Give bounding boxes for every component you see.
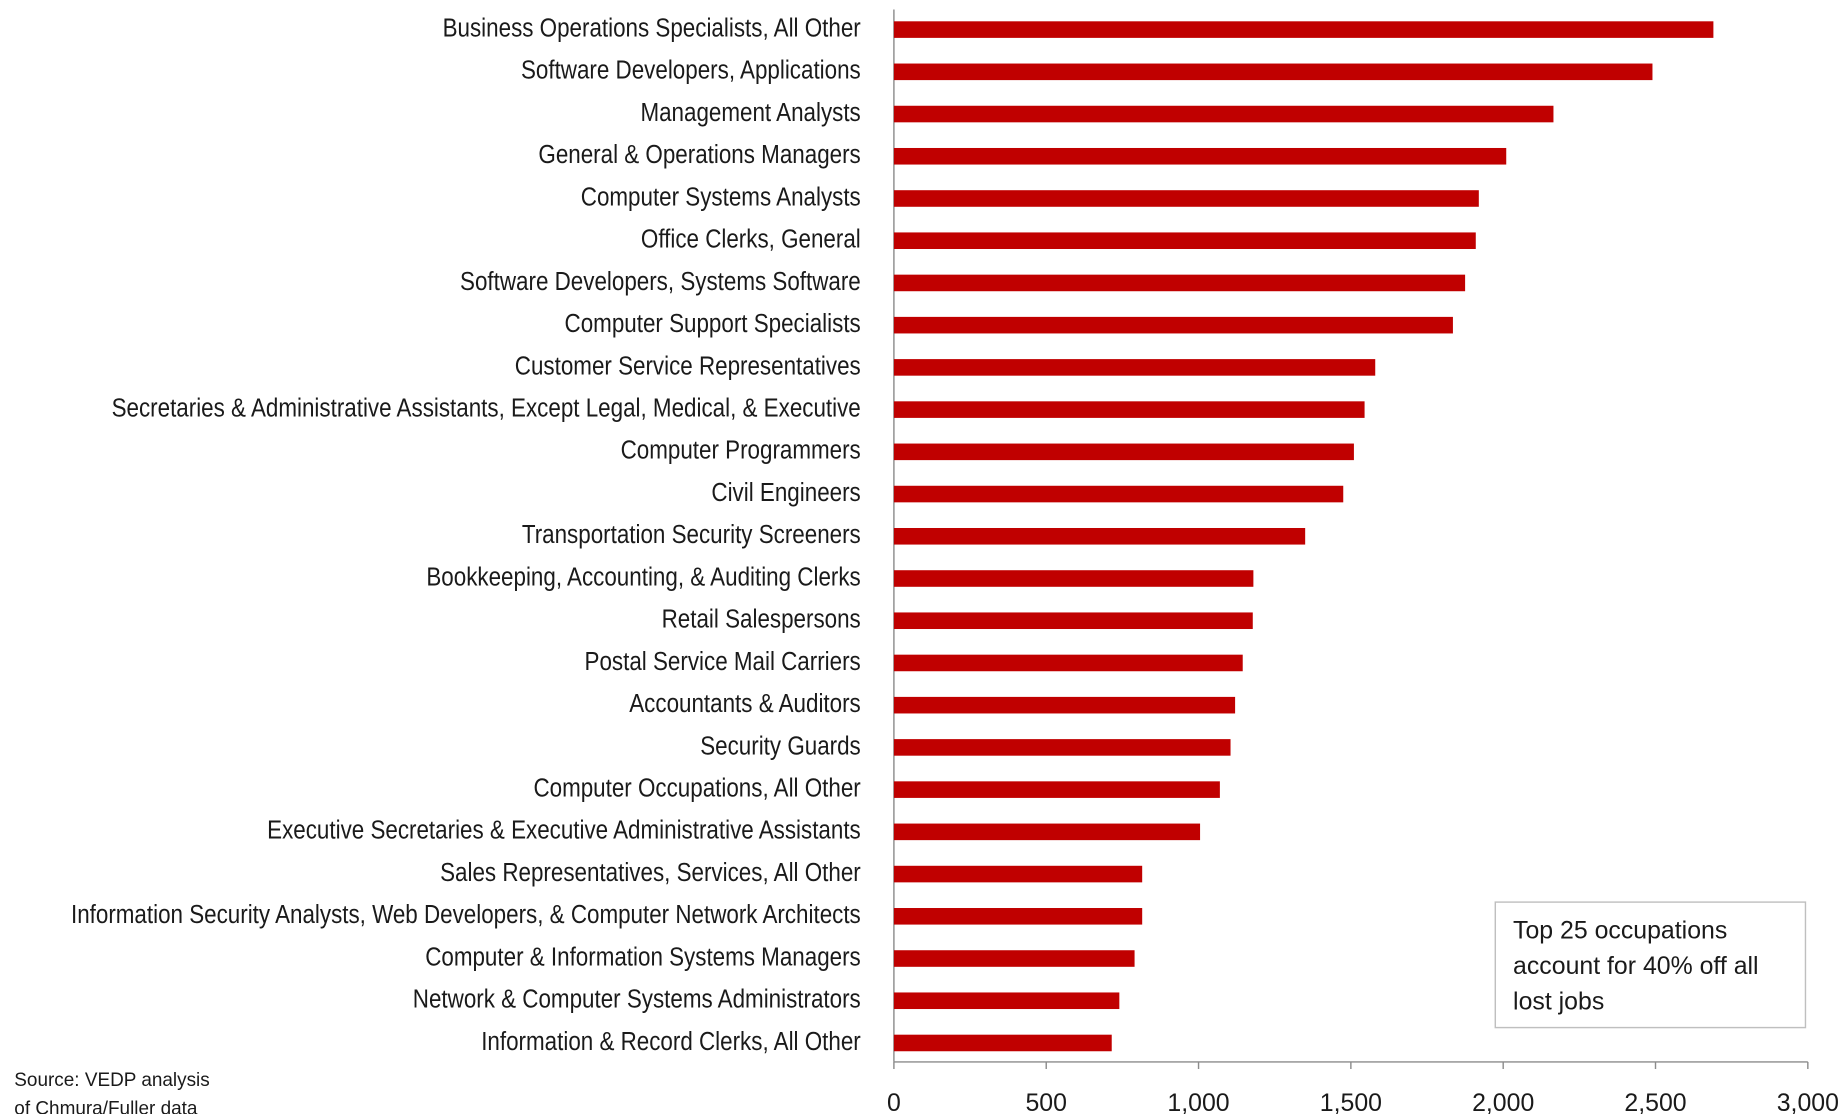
category-label: Computer Occupations, All Other	[533, 774, 860, 803]
bar	[893, 443, 1354, 461]
bar	[893, 823, 1201, 841]
category-label: Postal Service Mail Carriers	[585, 647, 861, 676]
source-text: of Chmura/Fuller data	[14, 1098, 198, 1114]
category-label: Computer Systems Analysts	[581, 183, 861, 212]
category-label: Transportation Security Screeners	[522, 521, 861, 550]
bar	[893, 950, 1135, 967]
bar	[893, 527, 1306, 545]
x-tick-label: 1,500	[1320, 1089, 1382, 1114]
category-label: Bookkeeping, Accounting, & Auditing Cler…	[426, 563, 860, 592]
category-label: Information Security Analysts, Web Devel…	[71, 901, 861, 930]
bar	[893, 612, 1253, 630]
bar	[893, 654, 1243, 672]
bar	[893, 739, 1231, 756]
x-tick-label: 500	[1025, 1089, 1066, 1114]
bar	[893, 190, 1479, 207]
bar	[893, 485, 1344, 503]
category-label: Computer Support Specialists	[565, 310, 861, 339]
category-label: General & Operations Managers	[538, 141, 860, 170]
bar	[893, 865, 1143, 883]
category-label: Retail Salespersons	[662, 605, 861, 634]
category-label: Sales Representatives, Services, All Oth…	[440, 858, 861, 887]
x-tick-label: 2,500	[1624, 1089, 1686, 1114]
bar	[893, 696, 1236, 714]
category-label: Business Operations Specialists, All Oth…	[443, 14, 861, 43]
bar	[893, 570, 1254, 587]
category-label: Office Clerks, General	[641, 225, 861, 254]
x-tick-label: 2,000	[1472, 1089, 1534, 1114]
x-tick-label: 3,000	[1777, 1089, 1839, 1114]
bar	[893, 63, 1653, 81]
x-tick-label: 1,000	[1167, 1089, 1229, 1114]
bar	[893, 274, 1466, 292]
bar	[893, 21, 1714, 38]
category-label: Executive Secretaries & Executive Admini…	[267, 816, 861, 845]
bar	[893, 232, 1476, 250]
category-label: Secretaries & Administrative Assistants,…	[112, 394, 861, 423]
bar	[893, 1034, 1112, 1052]
category-label: Management Analysts	[640, 98, 860, 127]
bar	[893, 401, 1365, 418]
category-label: Software Developers, Systems Software	[460, 267, 861, 296]
x-tick-label: 0	[887, 1089, 901, 1114]
annotation-text: lost jobs	[1513, 987, 1604, 1015]
annotation-text: account for 40% off all	[1513, 952, 1759, 980]
bar	[893, 781, 1220, 798]
bar	[893, 316, 1453, 334]
category-labels: Business Operations Specialists, All Oth…	[71, 14, 861, 1056]
category-label: Software Developers, Applications	[521, 56, 861, 85]
category-label: Computer Programmers	[621, 436, 861, 465]
bar	[893, 105, 1554, 123]
annotation-text: Top 25 occupations	[1513, 916, 1727, 944]
annotation-box	[1494, 901, 1807, 1029]
category-label: Computer & Information Systems Managers	[425, 943, 861, 972]
category-label: Security Guards	[700, 732, 861, 761]
category-label: Civil Engineers	[711, 478, 860, 507]
category-label: Network & Computer Systems Administrator…	[413, 985, 861, 1014]
source-text: Source: VEDP analysis	[14, 1070, 209, 1091]
bar	[893, 908, 1143, 925]
bar	[893, 147, 1507, 165]
bar	[893, 359, 1376, 376]
bar	[893, 992, 1120, 1010]
category-label: Customer Service Representatives	[515, 352, 861, 381]
category-label: Information & Record Clerks, All Other	[481, 1027, 861, 1056]
category-label: Accountants & Auditors	[629, 690, 861, 719]
